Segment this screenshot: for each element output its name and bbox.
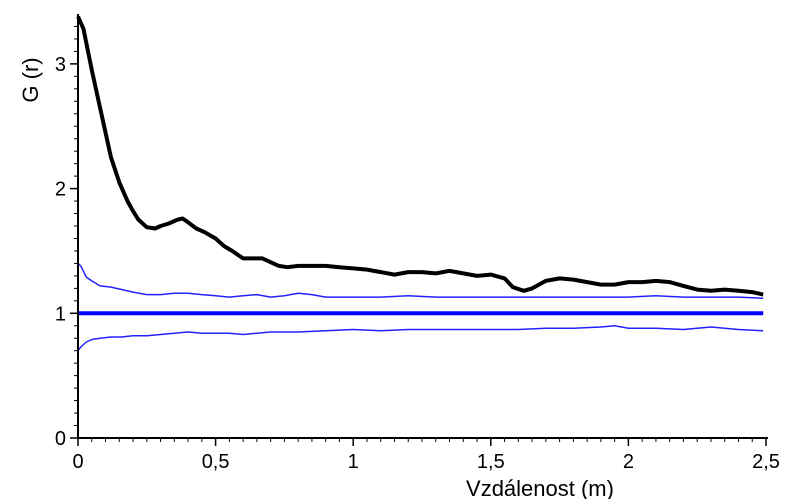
y-axis-label: G (r) [18,57,43,102]
tick-layer: 0 0,5 1 1,5 2 2,5 0 1 2 3 [55,25,780,473]
x-tick-label: 2,5 [752,451,780,473]
series-line-3 [77,262,764,300]
x-tick-label: 2 [623,451,634,473]
y-tick-label: 2 [55,179,66,201]
x-axis-label: Vzdálenost (m) [466,476,614,499]
series-line-1 [76,15,764,297]
x-tick-label: 1,5 [477,451,505,473]
y-tick-label: 0 [55,428,66,450]
series-layer [76,15,764,352]
series-line-4 [77,325,764,352]
y-tick-label: 1 [55,303,66,325]
x-tick-label: 0 [72,451,83,473]
x-tick-label: 0,5 [202,451,230,473]
y-tick-label: 3 [55,54,66,76]
x-tick-label: 1 [348,451,359,473]
